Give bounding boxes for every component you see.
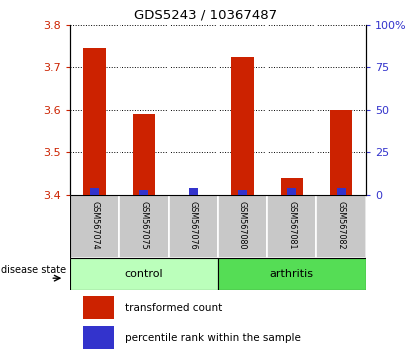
Bar xyxy=(83,296,114,319)
Text: percentile rank within the sample: percentile rank within the sample xyxy=(125,333,300,343)
Bar xyxy=(281,178,303,195)
Bar xyxy=(337,188,346,195)
Text: GSM567075: GSM567075 xyxy=(139,201,148,250)
Bar xyxy=(218,258,366,290)
Text: GSM567082: GSM567082 xyxy=(337,201,346,250)
Bar xyxy=(330,110,352,195)
Bar xyxy=(316,195,366,258)
Bar xyxy=(189,188,198,195)
Text: GDS5243 / 10367487: GDS5243 / 10367487 xyxy=(134,9,277,22)
Bar xyxy=(139,190,148,195)
Text: GSM567076: GSM567076 xyxy=(189,201,198,250)
Bar xyxy=(83,326,114,349)
Text: GSM567081: GSM567081 xyxy=(287,201,296,250)
Bar xyxy=(70,258,218,290)
Bar xyxy=(90,188,99,195)
Bar xyxy=(218,195,267,258)
Bar xyxy=(83,48,106,195)
Text: GSM567074: GSM567074 xyxy=(90,201,99,250)
Text: disease state: disease state xyxy=(1,264,67,275)
Bar xyxy=(169,195,218,258)
Bar xyxy=(238,190,247,195)
Text: transformed count: transformed count xyxy=(125,303,222,313)
Bar xyxy=(70,195,119,258)
Bar xyxy=(287,188,296,195)
Text: arthritis: arthritis xyxy=(270,269,314,279)
Text: GSM567080: GSM567080 xyxy=(238,201,247,250)
Bar xyxy=(119,195,169,258)
Bar xyxy=(133,114,155,195)
Bar xyxy=(231,57,254,195)
Bar xyxy=(267,195,316,258)
Text: control: control xyxy=(125,269,163,279)
